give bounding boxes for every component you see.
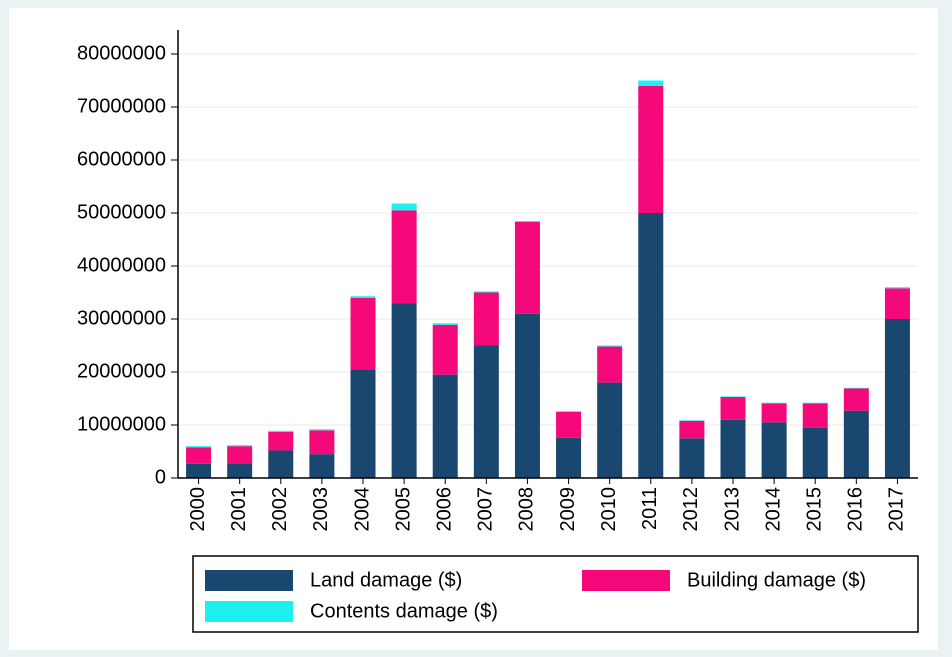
- bar-segment: [597, 345, 623, 347]
- x-tick-label: 2010: [598, 487, 620, 532]
- bar-segment: [350, 369, 376, 478]
- bar-segment: [514, 313, 540, 478]
- bar-segment: [268, 430, 294, 432]
- graph-region: [9, 8, 938, 650]
- x-tick-label: 2017: [886, 487, 908, 532]
- x-tick-label: 2015: [804, 487, 826, 532]
- bar-segment: [268, 450, 294, 478]
- bar-segment: [514, 222, 540, 314]
- bar-segment: [884, 287, 910, 289]
- x-tick-label: 2016: [845, 487, 867, 532]
- x-tick-label: 2004: [351, 487, 373, 532]
- bar-segment: [432, 323, 458, 325]
- bar-segment: [761, 403, 787, 423]
- bar-segment: [720, 396, 746, 397]
- bar-segment: [309, 430, 335, 455]
- bar-segment: [186, 463, 212, 478]
- x-tick-label: 2008: [516, 487, 538, 532]
- bar-segment: [843, 387, 869, 389]
- bar-segment: [432, 324, 458, 375]
- bar-segment: [556, 437, 582, 478]
- legend-swatch: [205, 570, 293, 591]
- legend-label: Building damage ($): [687, 569, 866, 591]
- bar-segment: [556, 411, 582, 438]
- bar-segment: [597, 382, 623, 478]
- y-tick-label: 30000000: [77, 307, 166, 329]
- y-tick-label: 50000000: [77, 201, 166, 223]
- bar-segment: [638, 213, 664, 478]
- x-tick-label: 2003: [310, 487, 332, 532]
- bar-segment: [186, 447, 212, 464]
- x-tick-label: 2005: [392, 487, 414, 532]
- y-tick-label: 60000000: [77, 148, 166, 170]
- y-tick-label: 10000000: [77, 413, 166, 435]
- legend-swatch: [582, 570, 670, 591]
- legend-label: Land damage ($): [310, 569, 462, 591]
- bar-segment: [391, 203, 417, 211]
- bar-segment: [843, 410, 869, 478]
- bar-segment: [638, 85, 664, 213]
- bar-segment: [679, 438, 705, 478]
- bar-segment: [720, 396, 746, 420]
- x-tick-label: 2006: [434, 487, 456, 532]
- bar-segment: [761, 422, 787, 478]
- x-tick-label: 2000: [187, 487, 209, 532]
- y-tick-label: 40000000: [77, 254, 166, 276]
- bar-segment: [227, 446, 253, 464]
- x-tick-label: 2012: [680, 487, 702, 532]
- bar-segment: [309, 429, 335, 431]
- bar-segment: [884, 288, 910, 319]
- bar-segment: [268, 431, 294, 451]
- x-tick-label: 2001: [228, 487, 250, 532]
- bar-segment: [473, 345, 499, 478]
- bar-segment: [186, 446, 212, 448]
- y-tick-label: 80000000: [77, 42, 166, 64]
- bar-segment: [391, 303, 417, 478]
- y-tick-label: 0: [155, 466, 166, 488]
- bar-segment: [884, 319, 910, 478]
- bar-segment: [227, 463, 253, 478]
- bar-segment: [802, 403, 828, 428]
- bar-segment: [473, 291, 499, 293]
- x-tick-label: 2002: [269, 487, 291, 532]
- legend-box: [192, 555, 919, 633]
- bar-segment: [843, 388, 869, 411]
- bar-segment: [802, 402, 828, 404]
- bar-segment: [761, 402, 787, 404]
- legend-swatch: [205, 601, 293, 622]
- y-tick-label: 20000000: [77, 360, 166, 382]
- x-tick-label: 2013: [721, 487, 743, 532]
- bar-segment: [514, 220, 540, 223]
- x-tick-label: 2007: [475, 487, 497, 532]
- bar-segment: [679, 420, 705, 439]
- bar-segment: [432, 374, 458, 478]
- bar-segment: [473, 292, 499, 346]
- x-tick-label: 2009: [557, 487, 579, 532]
- bar-segment: [679, 420, 705, 421]
- x-tick-label: 2014: [762, 487, 784, 532]
- bar-segment: [720, 419, 746, 478]
- bar-segment: [309, 454, 335, 478]
- x-tick-label: 2011: [639, 487, 661, 530]
- legend-label: Contents damage ($): [310, 600, 498, 622]
- bar-segment: [227, 445, 253, 447]
- bar-segment: [638, 80, 664, 86]
- bar-segment: [556, 411, 582, 412]
- bar-segment: [802, 427, 828, 478]
- bar-segment: [350, 296, 376, 298]
- bar-segment: [391, 210, 417, 304]
- bar-segment: [350, 297, 376, 370]
- bar-segment: [597, 346, 623, 383]
- y-tick-label: 70000000: [77, 95, 166, 117]
